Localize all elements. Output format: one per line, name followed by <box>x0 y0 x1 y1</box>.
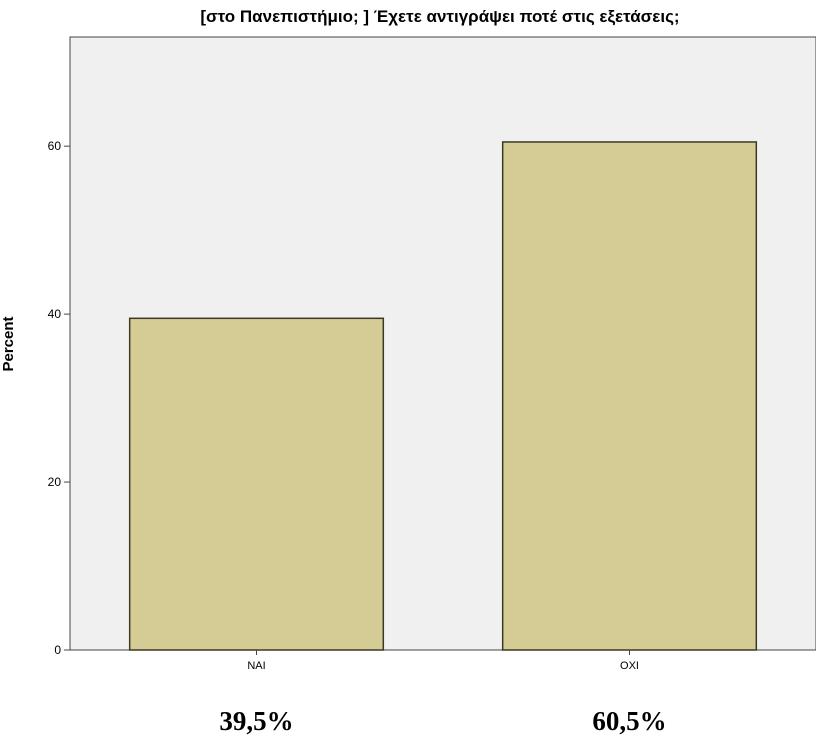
x-axis: ΝΑΙ ΟΧΙ <box>247 650 639 672</box>
value-label: 39,5% <box>219 706 293 736</box>
x-tick-label: ΝΑΙ <box>247 660 265 672</box>
y-tick-label: 40 <box>48 307 62 321</box>
value-labels: 39,5% 60,5% <box>219 706 666 736</box>
bar-2 <box>501 141 758 651</box>
bar-1 <box>128 317 385 651</box>
y-tick-label: 0 <box>54 643 61 657</box>
chart-title: [στο Πανεπιστήμιο; ] Έχετε αντιγράψει πο… <box>200 7 679 26</box>
x-tick-label: ΟΧΙ <box>620 660 639 672</box>
y-axis: 0 20 40 60 <box>48 139 70 657</box>
value-label: 60,5% <box>592 706 666 736</box>
bars <box>128 141 758 651</box>
y-tick-label: 20 <box>48 475 62 489</box>
y-tick-label: 60 <box>48 139 62 153</box>
y-axis-label: Percent <box>0 316 17 371</box>
